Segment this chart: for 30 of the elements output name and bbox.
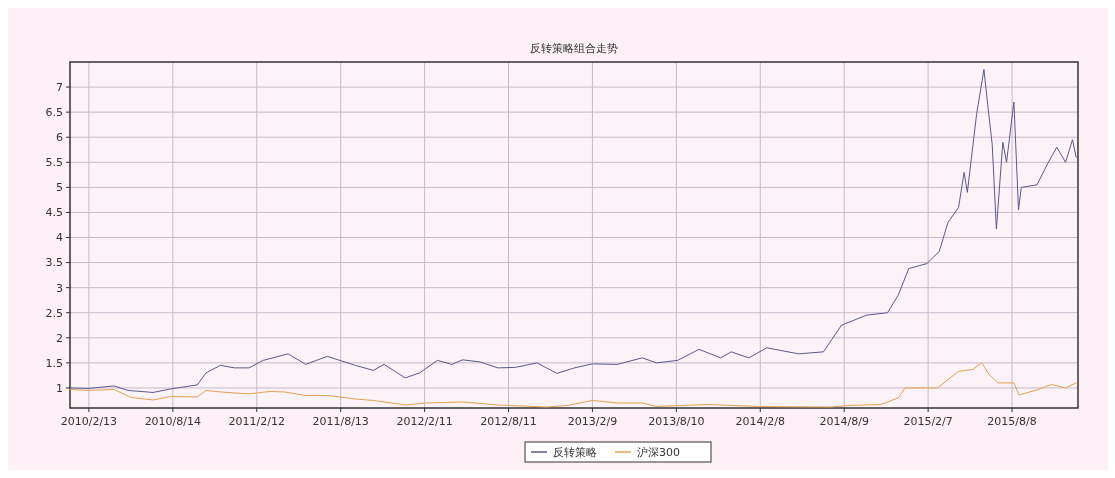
y-tick-label: 3 <box>56 281 63 295</box>
x-tick-label: 2013/2/9 <box>567 415 618 428</box>
x-tick-label: 2015/8/8 <box>987 415 1037 428</box>
y-tick-label: 6.5 <box>45 105 63 119</box>
y-tick-label: 4.5 <box>45 206 63 220</box>
y-tick-label: 2.5 <box>45 306 63 320</box>
x-tick-label: 2012/8/11 <box>480 415 537 428</box>
y-tick-label: 7 <box>56 80 63 94</box>
y-tick-label: 1 <box>56 381 63 395</box>
x-tick-label: 2010/2/13 <box>60 415 118 428</box>
x-tick-label: 2010/8/14 <box>144 415 202 428</box>
x-tick-label: 2011/2/12 <box>228 415 285 428</box>
chart-title: 反转策略组合走势 <box>530 42 618 55</box>
legend-label: 沪深300 <box>637 445 680 459</box>
y-tick-label: 4 <box>56 231 63 245</box>
x-tick-label: 2014/2/8 <box>735 415 785 428</box>
y-tick-label: 5 <box>56 181 63 195</box>
y-tick-label: 6 <box>56 131 63 145</box>
legend-label: 反转策略 <box>553 445 597 459</box>
x-tick-label: 2013/8/10 <box>648 415 705 428</box>
line-series <box>69 69 1077 393</box>
y-tick-label: 5.5 <box>45 156 63 170</box>
y-tick-label: 2 <box>56 331 63 345</box>
x-tick-label: 2014/8/9 <box>819 415 869 428</box>
x-tick-label: 2011/8/13 <box>312 415 369 428</box>
y-tick-label: 3.5 <box>45 256 63 270</box>
x-tick-label: 2015/2/7 <box>903 415 953 428</box>
y-tick-label: 1.5 <box>45 356 63 370</box>
x-tick-label: 2012/2/11 <box>396 415 453 428</box>
line-series <box>69 362 1077 408</box>
